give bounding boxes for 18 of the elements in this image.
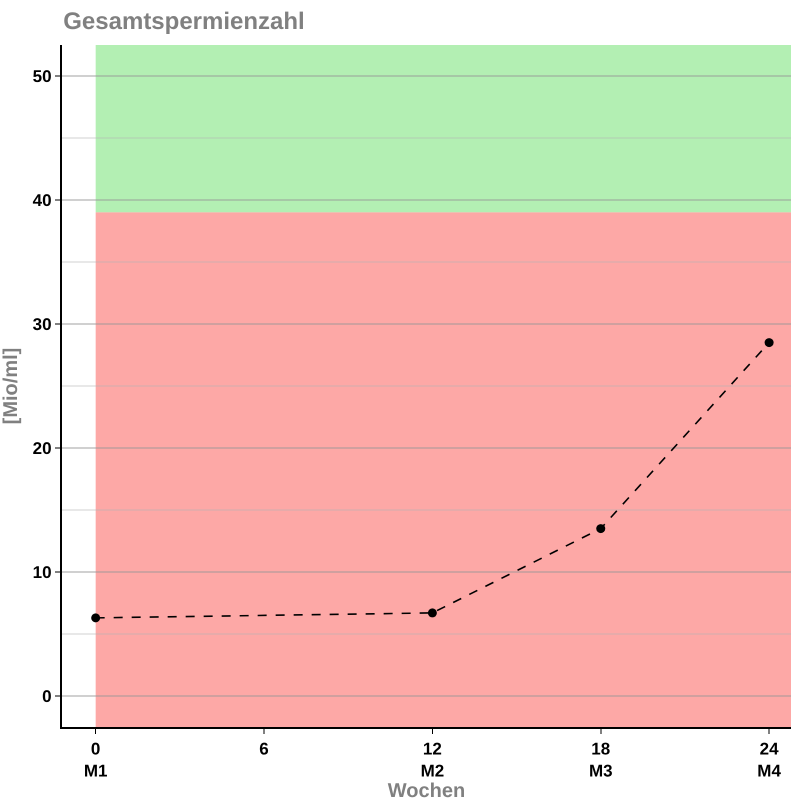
x-tick-label: 0 M1 — [84, 739, 108, 780]
chart-title: Gesamtspermienzahl — [63, 8, 305, 35]
x-tick-label: 6 — [259, 739, 269, 758]
y-tick-label: 50 — [32, 66, 52, 86]
point — [596, 524, 606, 534]
y-tick-label: 30 — [32, 314, 52, 334]
x-tick-label: 12 M2 — [420, 739, 444, 780]
y-tick-label: 10 — [32, 562, 52, 582]
x-axis-title: Wochen — [388, 780, 466, 802]
y-tick-label: 0 — [42, 686, 52, 706]
x-tick-label: 18 M3 — [588, 739, 613, 780]
y-axis-title: [Mio/ml] — [0, 348, 22, 424]
point — [764, 338, 774, 348]
x-tick-label: 24 M4 — [757, 739, 782, 780]
point — [91, 613, 100, 622]
y-tick-label: 40 — [32, 190, 52, 210]
point — [428, 608, 437, 618]
y-tick-label: 20 — [32, 438, 52, 458]
